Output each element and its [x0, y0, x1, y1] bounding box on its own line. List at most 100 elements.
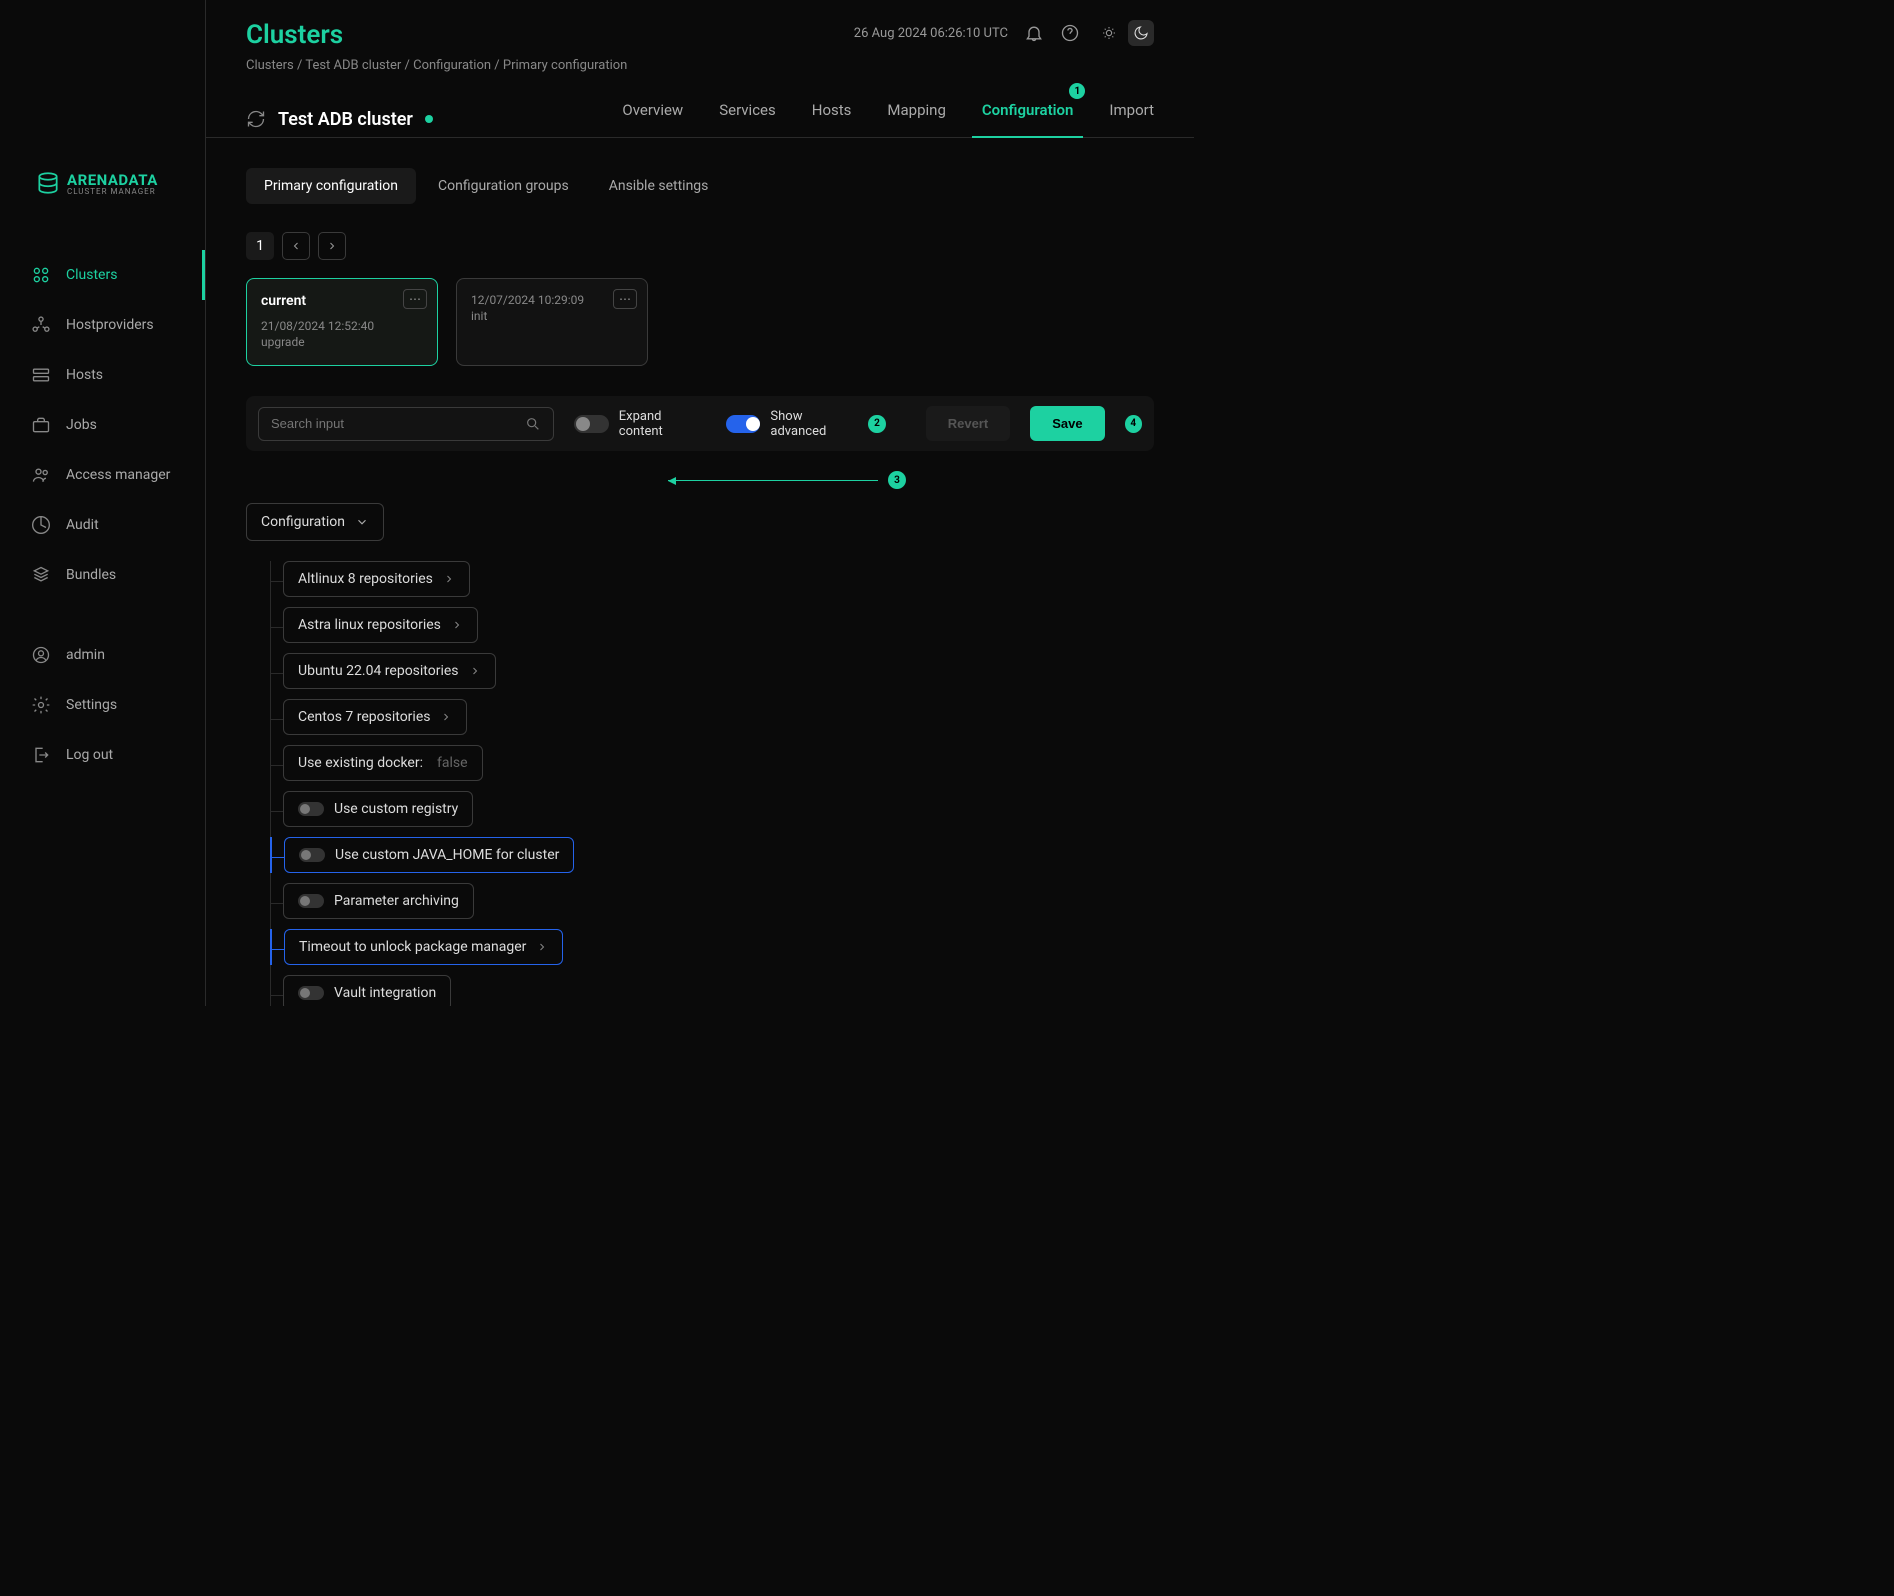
config-node-astra[interactable]: Astra linux repositories [283, 607, 478, 643]
breadcrumb-item[interactable]: Clusters [246, 58, 294, 73]
chevron-right-icon [536, 941, 548, 953]
brand-logo: ARENADATA CLUSTER MANAGER [35, 170, 158, 196]
snapshot-label: init [471, 309, 633, 323]
sidebar-item-settings[interactable]: Settings [0, 680, 205, 730]
sidebar-item-logout[interactable]: Log out [0, 730, 205, 780]
subtab-primary[interactable]: Primary configuration [246, 168, 416, 204]
expand-toggle-row: Expand content [574, 409, 706, 439]
status-dot [425, 115, 433, 123]
breadcrumb: Clusters / Test ADB cluster / Configurat… [246, 58, 627, 73]
tab-mapping[interactable]: Mapping [887, 101, 945, 137]
sidebar-item-label: admin [66, 647, 105, 663]
tab-import[interactable]: Import [1109, 101, 1154, 137]
chevron-right-icon [326, 240, 338, 252]
snapshot-init[interactable]: ⋯ 12/07/2024 10:29:09 init [456, 278, 648, 366]
toggle-icon[interactable] [298, 986, 324, 1000]
tree-item: Ubuntu 22.04 repositories [271, 653, 1154, 689]
sidebar-nav: Clusters Hostproviders Hosts Jobs [0, 250, 205, 780]
breadcrumb-item[interactable]: Test ADB cluster [305, 58, 401, 73]
tree-item: Centos 7 repositories [271, 699, 1154, 735]
sidebar-item-label: Bundles [66, 567, 116, 583]
config-tree: Altlinux 8 repositories Astra linux repo… [270, 561, 1154, 1006]
sidebar-item-bundles[interactable]: Bundles [0, 550, 205, 600]
search-input-wrapper[interactable] [258, 407, 554, 441]
toggle-icon[interactable] [299, 848, 325, 862]
snapshots: ⋯ current 21/08/2024 12:52:40 upgrade ⋯ … [246, 278, 1154, 366]
brand-name: ARENADATA [67, 171, 158, 189]
bundles-icon [30, 564, 52, 586]
sidebar-item-audit[interactable]: Audit [0, 500, 205, 550]
light-mode-button[interactable] [1096, 20, 1122, 46]
chevron-down-icon [355, 515, 369, 529]
snapshot-label: upgrade [261, 335, 423, 349]
tree-item: Altlinux 8 repositories [271, 561, 1154, 597]
breadcrumb-item[interactable]: Primary configuration [503, 58, 627, 73]
config-node-timeout[interactable]: Timeout to unlock package manager [284, 929, 563, 965]
snapshot-menu[interactable]: ⋯ [613, 289, 637, 309]
pager-page[interactable]: 1 [246, 232, 274, 260]
config-node-existing-docker[interactable]: Use existing docker: false [283, 745, 483, 781]
snapshot-menu[interactable]: ⋯ [403, 289, 427, 309]
tree-item: Use existing docker: false [271, 745, 1154, 781]
sidebar-item-hostproviders[interactable]: Hostproviders [0, 300, 205, 350]
tab-services[interactable]: Services [719, 101, 776, 137]
sidebar-item-jobs[interactable]: Jobs [0, 400, 205, 450]
cluster-name: Test ADB cluster [278, 109, 413, 130]
sidebar: ARENADATA CLUSTER MANAGER Clusters Hostp… [0, 0, 206, 1006]
sidebar-item-hosts[interactable]: Hosts [0, 350, 205, 400]
brand-sub: CLUSTER MANAGER [67, 187, 158, 196]
advanced-toggle-row: Show advanced 2 [726, 409, 886, 439]
content: Primary configuration Configuration grou… [206, 138, 1194, 1006]
annotation-badge-4: 4 [1125, 415, 1142, 433]
config-node-altlinux8[interactable]: Altlinux 8 repositories [283, 561, 470, 597]
search-input[interactable] [271, 416, 525, 431]
expand-content-toggle[interactable] [574, 415, 609, 433]
subtab-groups[interactable]: Configuration groups [420, 168, 587, 204]
subtab-ansible[interactable]: Ansible settings [591, 168, 727, 204]
pager: 1 [246, 232, 1154, 260]
jobs-icon [30, 414, 52, 436]
config-root[interactable]: Configuration [246, 503, 384, 541]
toggle-icon[interactable] [298, 894, 324, 908]
pager-prev[interactable] [282, 232, 310, 260]
breadcrumb-item[interactable]: Configuration [413, 58, 491, 73]
refresh-icon[interactable] [246, 109, 266, 129]
tab-configuration[interactable]: 1 Configuration [982, 101, 1074, 137]
config-node-java-home[interactable]: Use custom JAVA_HOME for cluster [284, 837, 574, 873]
main: Clusters Clusters / Test ADB cluster / C… [206, 0, 1194, 1006]
tab-overview[interactable]: Overview [622, 101, 683, 137]
revert-button[interactable]: Revert [926, 406, 1010, 441]
annotation-badge-1: 1 [1069, 83, 1085, 99]
search-icon [525, 416, 541, 432]
config-node-param-archiving[interactable]: Parameter archiving [283, 883, 474, 919]
config-node-vault[interactable]: Vault integration [283, 975, 451, 1006]
config-node-centos7[interactable]: Centos 7 repositories [283, 699, 467, 735]
audit-icon [30, 514, 52, 536]
tabs: Overview Services Hosts Mapping 1 Config… [622, 101, 1154, 137]
config-root-label: Configuration [261, 514, 345, 530]
dark-mode-button[interactable] [1128, 20, 1154, 46]
timestamp: 26 Aug 2024 06:26:10 UTC [854, 26, 1008, 41]
config-node-custom-registry[interactable]: Use custom registry [283, 791, 473, 827]
show-advanced-toggle[interactable] [726, 415, 761, 433]
help-icon[interactable] [1060, 23, 1080, 43]
snapshot-current[interactable]: ⋯ current 21/08/2024 12:52:40 upgrade [246, 278, 438, 366]
sidebar-item-label: Hostproviders [66, 317, 154, 333]
subheader: Test ADB cluster Overview Services Hosts… [246, 73, 1154, 137]
subtabs: Primary configuration Configuration grou… [246, 168, 1154, 204]
sidebar-item-access[interactable]: Access manager [0, 450, 205, 500]
snapshot-title: current [261, 293, 423, 309]
sidebar-item-clusters[interactable]: Clusters [0, 250, 205, 300]
sidebar-item-admin[interactable]: admin [0, 630, 205, 680]
bell-icon[interactable] [1024, 23, 1044, 43]
tree-item: Use custom JAVA_HOME for cluster [270, 837, 1154, 873]
save-button[interactable]: Save [1030, 406, 1104, 441]
toggle-icon[interactable] [298, 802, 324, 816]
expand-label: Expand content [619, 409, 706, 439]
annotation-badge-3: 3 [888, 471, 906, 489]
pager-next[interactable] [318, 232, 346, 260]
tree-item: Timeout to unlock package manager [270, 929, 1154, 965]
tab-hosts[interactable]: Hosts [812, 101, 852, 137]
filter-bar: Expand content Show advanced 2 Revert Sa… [246, 396, 1154, 451]
config-node-ubuntu2204[interactable]: Ubuntu 22.04 repositories [283, 653, 496, 689]
